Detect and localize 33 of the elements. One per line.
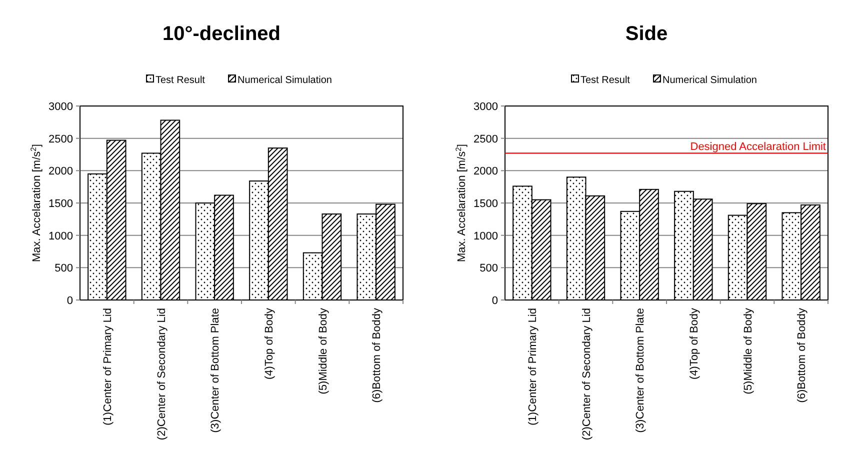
ref-line-label: Designed Accelaration Limit: [690, 141, 826, 154]
x-tick-label: (6)Bottom of Boddy: [796, 308, 808, 403]
y-tick-label: 500: [54, 262, 73, 275]
x-tick-label: (1)Center of Primary Lid: [526, 308, 539, 426]
y-tick-label: 1500: [474, 198, 498, 210]
y-tick-label: 0: [492, 295, 498, 307]
x-tick-label: (3)Center of Bottom Plate: [210, 308, 222, 433]
chart-title: 10°-declined: [162, 23, 281, 45]
legend-label: Numerical Simulation: [662, 75, 757, 86]
y-tick-label: 2500: [48, 133, 73, 146]
legend-label: Test Result: [156, 75, 206, 86]
y-tick-label: 3000: [474, 101, 498, 113]
y-tick-label: 2000: [48, 166, 73, 178]
x-tick-label: (2)Center of Secondary Lid: [156, 308, 168, 440]
y-tick-label: 2000: [474, 166, 498, 178]
y-tick-label: 1000: [474, 230, 498, 242]
x-tick-label: (5)Middle of Body: [317, 308, 330, 394]
y-tick-label: 2500: [474, 133, 498, 146]
legend-label: Numerical Simulation: [238, 75, 332, 86]
chart-title: Side: [625, 23, 668, 45]
x-tick-label: (2)Center of Secondary Lid: [580, 308, 593, 440]
x-tick-label: (6)Bottom of Boddy: [371, 308, 384, 403]
x-tick-label: (3)Center of Bottom Plate: [634, 308, 647, 433]
x-tick-label: (4)Top of Body: [263, 308, 276, 380]
x-tick-label: (5)Middle of Body: [742, 308, 754, 394]
x-tick-label: (4)Top of Body: [688, 308, 700, 380]
x-tick-label: (1)Center of Primary Lid: [102, 308, 114, 426]
y-tick-label: 1500: [48, 198, 73, 210]
y-tick-label: 3000: [48, 101, 73, 113]
y-tick-label: 0: [66, 295, 73, 307]
y-tick-label: 500: [480, 262, 498, 275]
legend-label: Test Result: [580, 75, 630, 86]
y-tick-label: 1000: [48, 230, 73, 242]
